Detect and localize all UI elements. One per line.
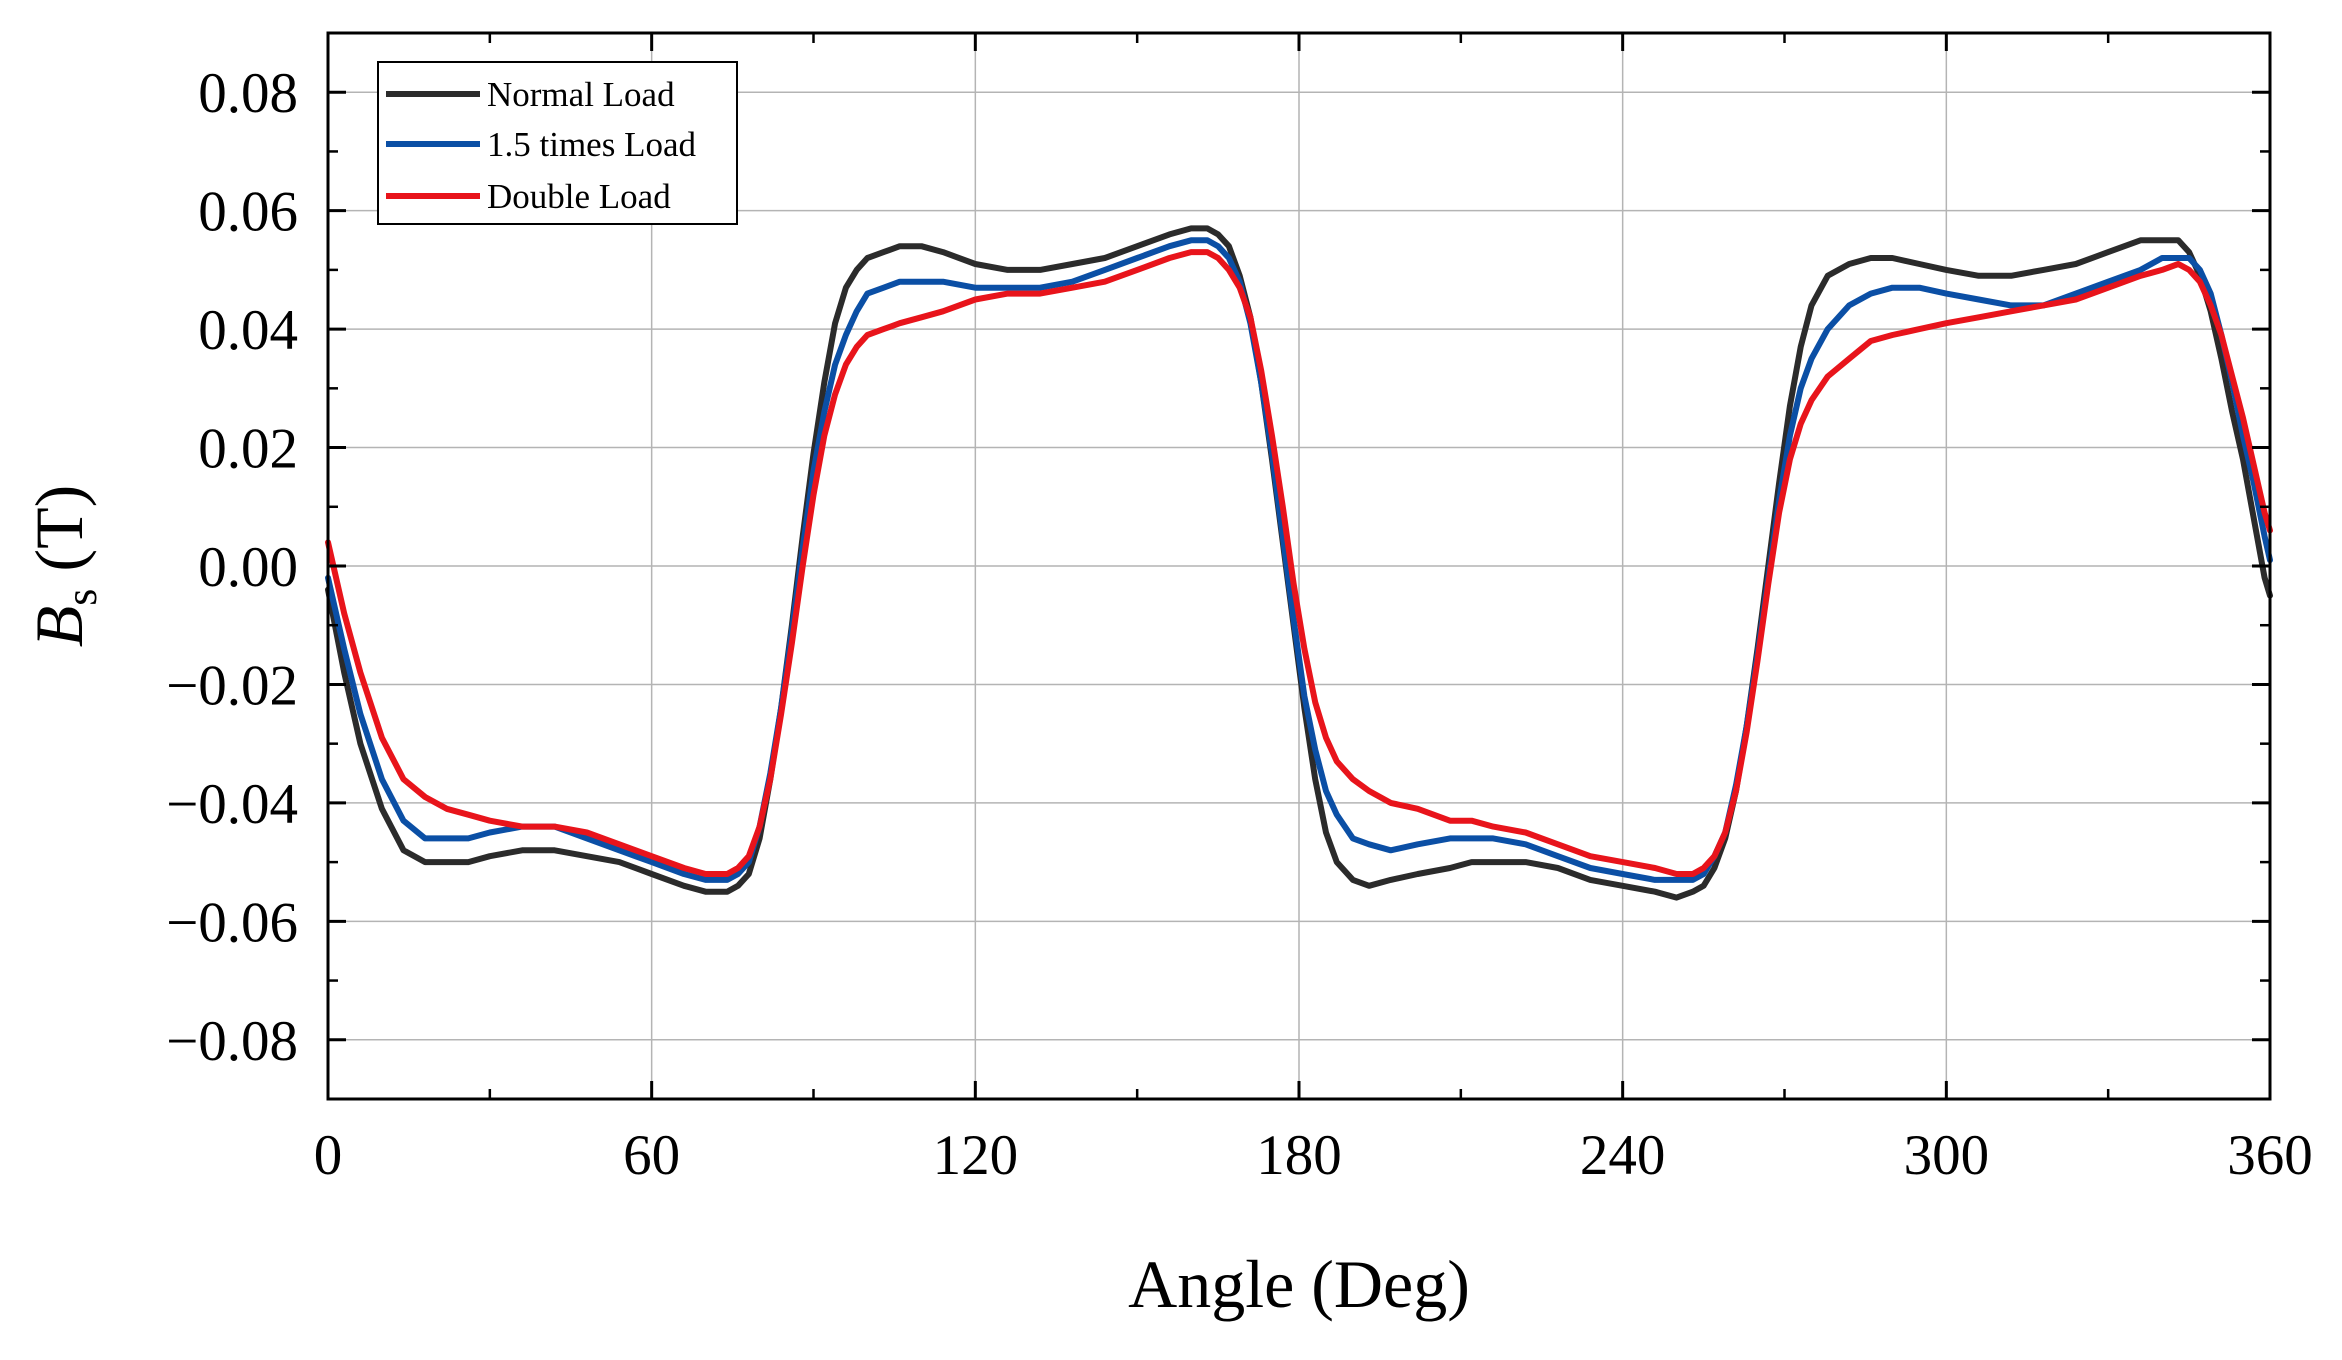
y-axis-title: Bs (T): [21, 485, 106, 648]
y-tick-label: 0.00: [198, 536, 298, 599]
y-tick-label: 0.06: [198, 181, 298, 244]
y-tick-label: −0.08: [166, 1010, 298, 1073]
legend-label-double-load: Double Load: [487, 177, 671, 216]
x-tick-label: 60: [623, 1124, 680, 1187]
y-tick-label: −0.04: [166, 773, 298, 836]
y-tick-label: 0.04: [198, 299, 298, 362]
legend-label-normal-load: Normal Load: [487, 75, 675, 114]
legend-label-1-5-times-load: 1.5 times Load: [487, 125, 696, 164]
x-axis-title: Angle (Deg): [1128, 1246, 1470, 1322]
y-axis-title-unit: (T): [21, 485, 97, 589]
grid-lines: [328, 33, 2270, 1099]
x-tick-label: 360: [2227, 1124, 2313, 1187]
y-tick-label: −0.02: [166, 654, 298, 717]
legend: Normal Load 1.5 times Load Double Load: [377, 61, 738, 225]
x-tick-label: 180: [1256, 1124, 1342, 1187]
y-axis-title-symbol: B: [21, 606, 97, 648]
y-tick-label: 0.08: [198, 62, 298, 125]
x-tick-label: 120: [933, 1124, 1019, 1187]
series-lines: [325, 225, 2273, 901]
y-tick-label: 0.02: [198, 418, 298, 481]
y-tick-label: −0.06: [166, 891, 298, 954]
series-line-1-5-times-load: [325, 237, 2273, 883]
y-axis-title-subscript: s: [57, 589, 106, 606]
axis-ticks: 0 60 120 180 240 300 360 −0.08 −0.06 −0.04 −0.02 0.…: [166, 33, 2313, 1187]
x-tick-label: 300: [1904, 1124, 1990, 1187]
x-tick-label: 0: [314, 1124, 343, 1187]
x-tick-label: 240: [1580, 1124, 1666, 1187]
series-line-double-load: [325, 249, 2273, 877]
